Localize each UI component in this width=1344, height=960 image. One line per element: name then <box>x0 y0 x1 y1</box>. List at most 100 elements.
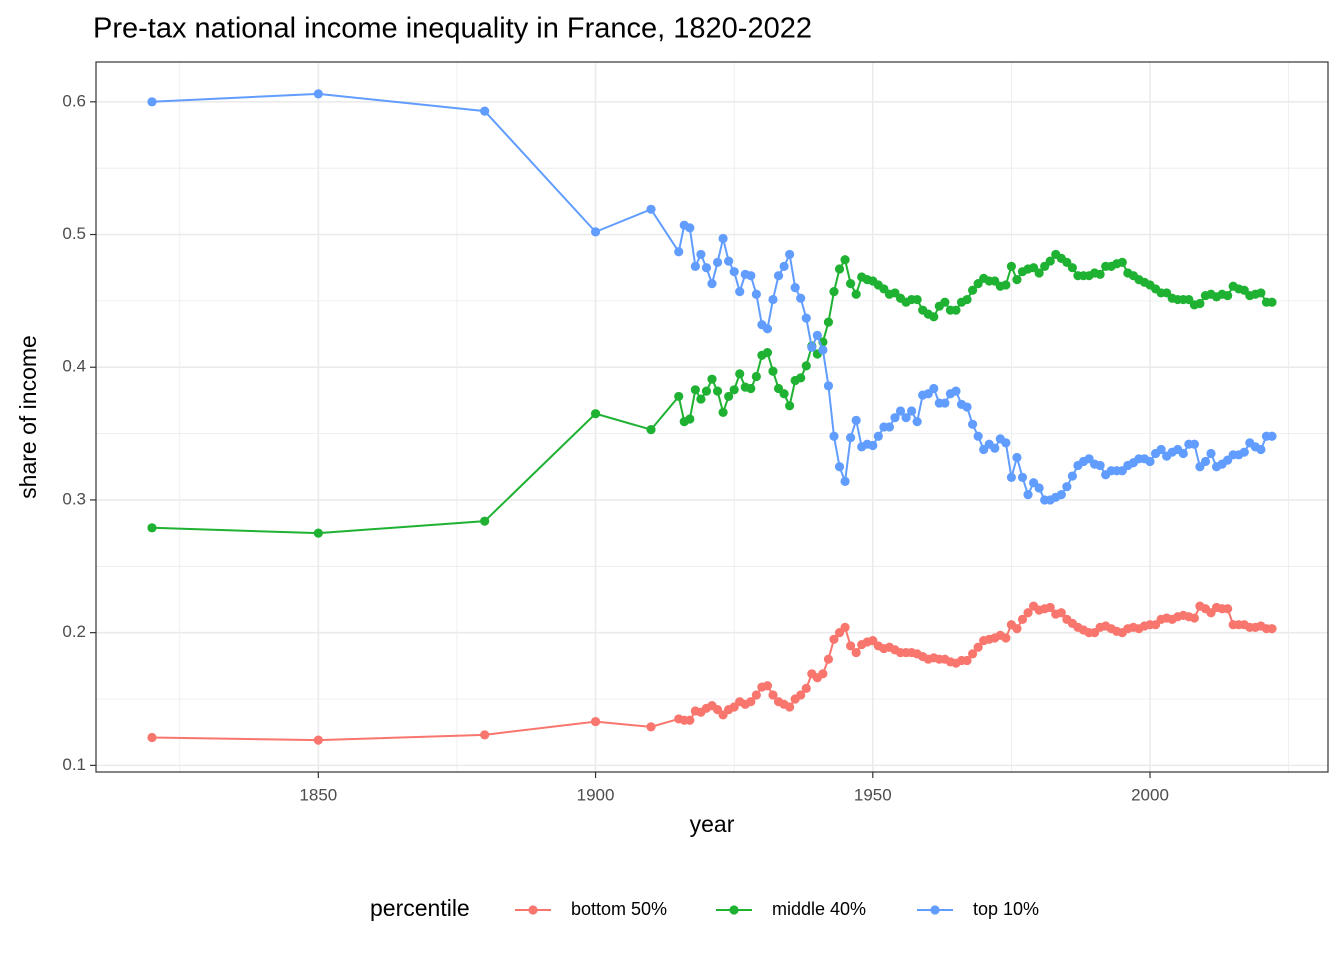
series-point <box>674 247 684 257</box>
series-point <box>796 373 806 383</box>
series-point <box>1034 268 1044 278</box>
series-point <box>696 249 706 260</box>
series-point <box>735 286 745 297</box>
series-point <box>990 443 1000 453</box>
y-tick-label: 0.4 <box>62 357 86 376</box>
series-point <box>962 294 972 305</box>
series-point <box>1267 431 1277 441</box>
series-point <box>768 294 778 305</box>
series-point <box>480 106 490 116</box>
series-point <box>1067 471 1077 481</box>
series-point <box>1001 280 1011 290</box>
series-point <box>840 622 850 632</box>
y-tick-label: 0.5 <box>62 224 86 243</box>
series-point <box>807 342 817 352</box>
series-point <box>829 286 839 297</box>
series-point <box>907 406 917 416</box>
series-point <box>718 407 728 417</box>
series-point <box>646 425 656 435</box>
series-point <box>1200 456 1211 467</box>
y-tick-label: 0.2 <box>62 622 86 641</box>
series-line <box>151 253 1272 535</box>
series-point <box>1056 608 1066 618</box>
series-point <box>707 279 717 289</box>
series-point <box>823 317 834 327</box>
series-point <box>846 641 856 651</box>
series-point <box>313 89 323 99</box>
series-point <box>735 369 745 379</box>
legend-key-point <box>528 905 538 915</box>
series-point <box>812 330 822 340</box>
y-axis-title: share of income <box>15 335 41 499</box>
series-point <box>884 422 895 432</box>
series-point <box>929 312 939 322</box>
series-point <box>1117 257 1127 267</box>
series-line <box>151 92 1272 501</box>
series-point <box>1006 472 1017 482</box>
x-tick-label: 1950 <box>854 785 892 804</box>
series-point <box>796 293 806 303</box>
series-point <box>801 683 811 693</box>
series-point <box>718 233 728 244</box>
series-point <box>1045 602 1055 613</box>
series-point <box>751 690 761 700</box>
series-point <box>147 523 157 533</box>
x-tick-label: 1850 <box>299 785 337 804</box>
series-point <box>729 385 739 395</box>
series-point <box>951 386 961 396</box>
series-point <box>801 313 811 323</box>
series-point <box>690 385 700 395</box>
series-point <box>1267 624 1277 634</box>
series-point <box>685 223 695 233</box>
series-point <box>1156 444 1166 455</box>
series-point <box>973 431 983 441</box>
series-point <box>1017 472 1028 482</box>
series-point <box>1195 298 1205 309</box>
series-point <box>818 669 828 679</box>
series-point <box>1012 275 1022 285</box>
panel-border <box>95 61 1329 773</box>
series-point <box>901 413 911 423</box>
series-point <box>967 419 978 429</box>
y-tick-label: 0.6 <box>62 91 86 110</box>
series-point <box>940 398 950 408</box>
series-point <box>646 722 656 732</box>
series-point <box>851 647 861 658</box>
series-point <box>873 431 883 441</box>
series-point <box>729 267 739 277</box>
series-point <box>801 361 811 371</box>
series-point <box>1001 633 1011 643</box>
series-point <box>751 371 761 382</box>
series-point <box>762 324 773 334</box>
legend-label: bottom 50% <box>571 899 667 919</box>
series-point <box>480 516 490 526</box>
series-point <box>851 289 861 299</box>
x-tick-label: 1900 <box>577 785 615 804</box>
series-point <box>590 227 601 237</box>
series-point <box>840 255 850 265</box>
x-axis-title: year <box>690 811 735 837</box>
series-point <box>1267 297 1277 307</box>
x-tick-label: 2000 <box>1131 785 1169 804</box>
series-point <box>590 716 601 727</box>
y-tick-label: 0.1 <box>62 755 86 774</box>
series-point <box>868 440 878 451</box>
series-point <box>967 285 978 295</box>
series-point <box>313 735 323 745</box>
legend-key-point <box>930 905 940 915</box>
series-point <box>890 413 900 423</box>
legend-label: middle 40% <box>772 899 866 919</box>
series-point <box>685 414 695 424</box>
series-point <box>1095 460 1105 471</box>
y-tick-label: 0.3 <box>62 489 86 508</box>
series-point <box>829 431 839 441</box>
series-point <box>147 97 157 107</box>
series-point <box>701 386 712 396</box>
series-point <box>773 271 784 281</box>
series-point <box>1145 456 1155 467</box>
series-point <box>1178 448 1188 459</box>
series-point <box>724 256 734 266</box>
series-point <box>1023 490 1033 500</box>
legend-title: percentile <box>370 895 470 921</box>
series-point <box>746 697 756 707</box>
